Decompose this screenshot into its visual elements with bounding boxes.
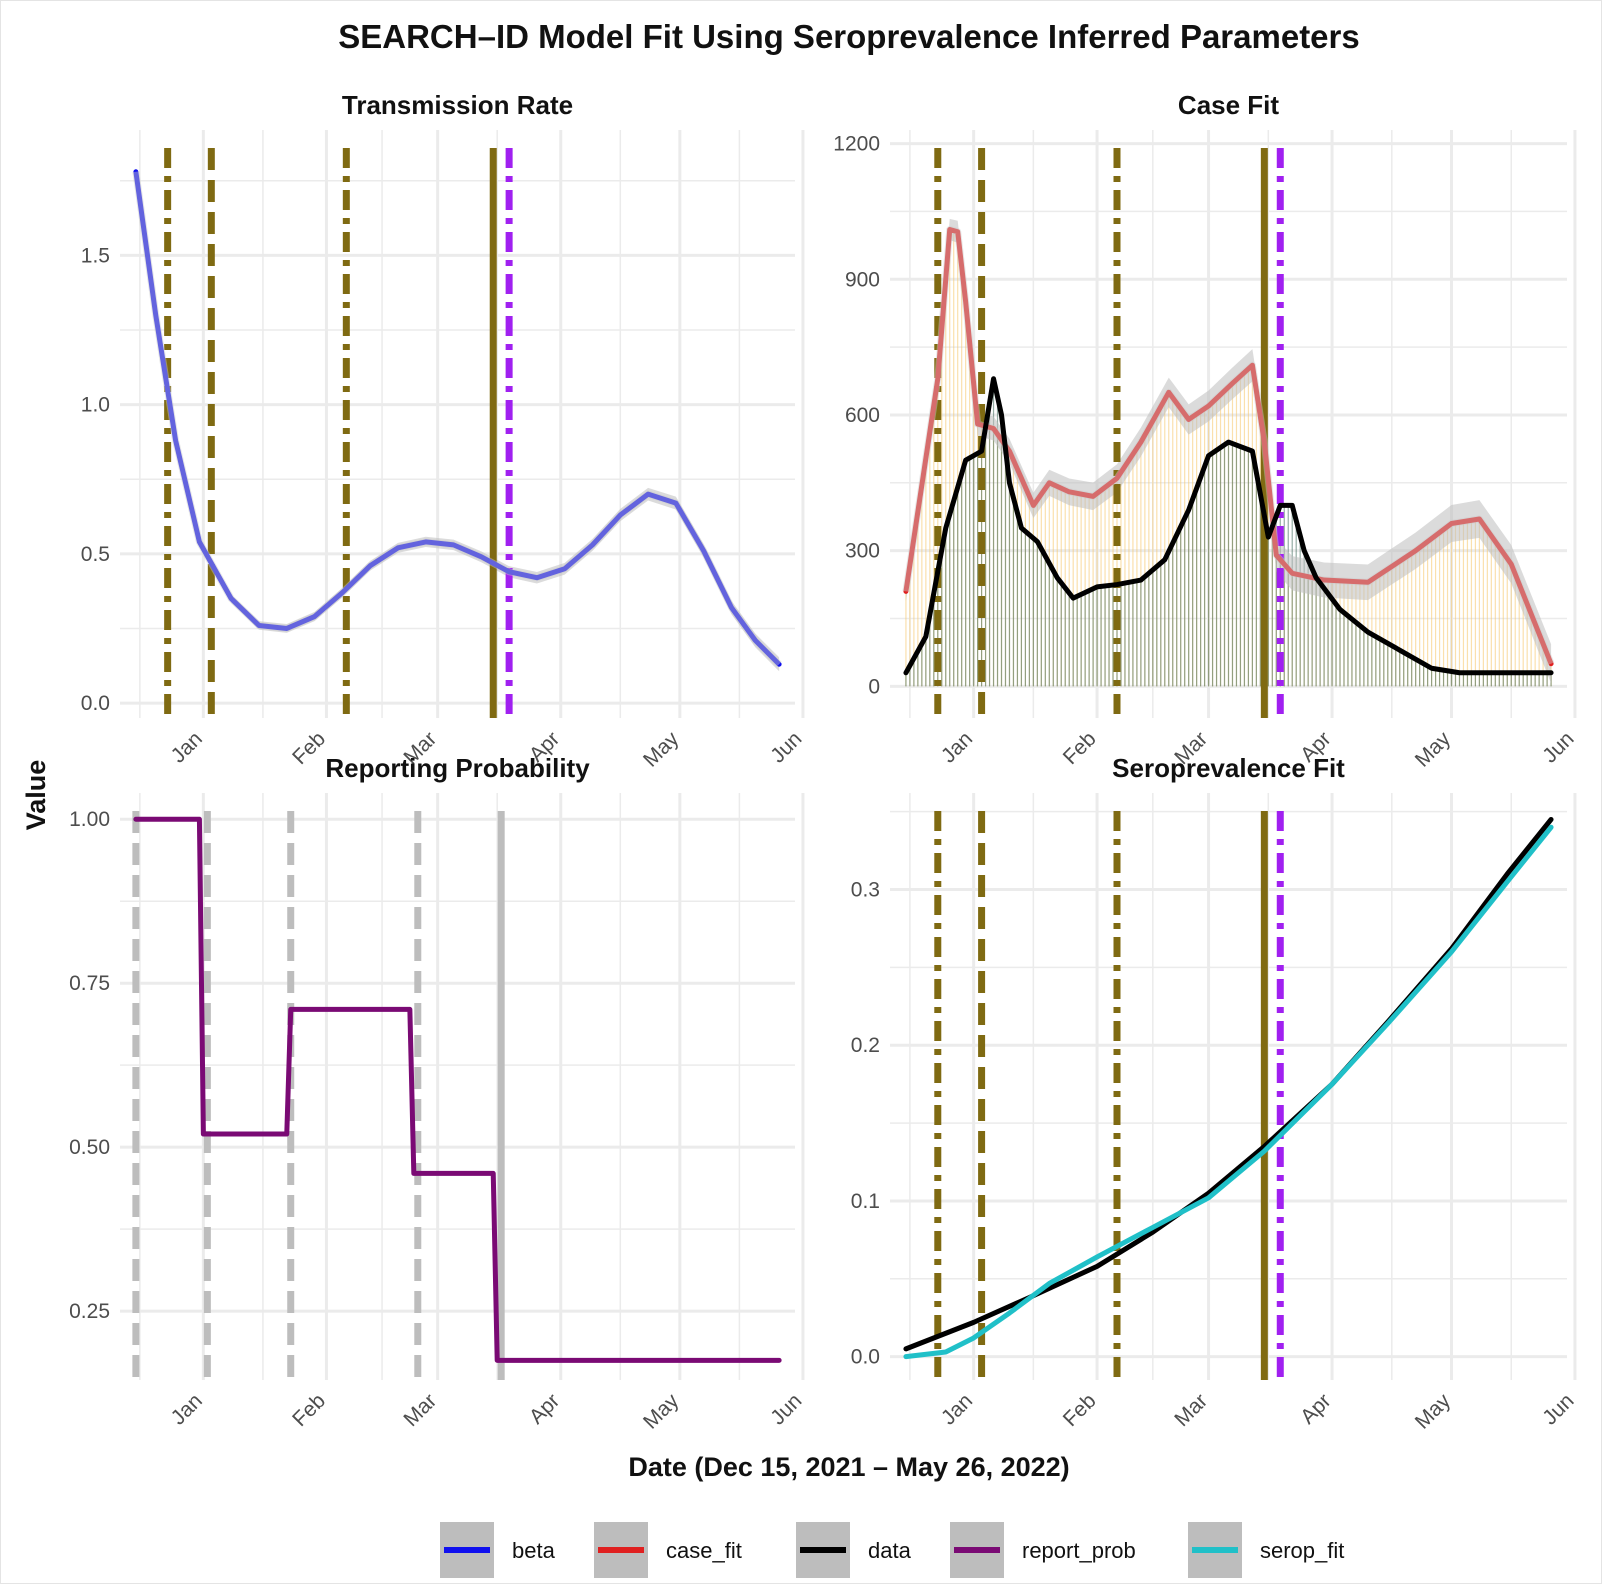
figure-title: SEARCH–ID Model Fit Using Seroprevalence… (338, 18, 1360, 55)
x-tick-label: May (1411, 1389, 1456, 1434)
x-tick-label: Mar (1170, 1389, 1212, 1431)
line-case_fit (903, 227, 1554, 667)
x-tick-label: Jan (167, 727, 207, 767)
y-tick-label: 0.1 (851, 1190, 880, 1213)
panel-sf: Seroprevalence Fit 0.0 0.1 0.2 0.3 Jan Feb Mar A… (851, 753, 1579, 1434)
y-tick-label: 0.25 (69, 1300, 110, 1323)
y-tick-label: 0.50 (69, 1136, 110, 1159)
legend-item-case_fit: case_fit (594, 1522, 742, 1578)
y-tick-label: 0.5 (81, 543, 110, 566)
y-tick-label: 0 (868, 675, 880, 698)
x-tick-label: May (1411, 727, 1456, 772)
y-tick-label: 1200 (833, 133, 880, 156)
legend-label: serop_fit (1260, 1538, 1344, 1563)
x-tick-label: May (639, 727, 684, 772)
x-tick-label: Jun (766, 1389, 806, 1429)
legend-label: report_prob (1022, 1538, 1136, 1563)
x-tick-label: Jan (937, 1389, 977, 1429)
panel-title: Transmission Rate (342, 90, 573, 120)
x-tick-label: Jun (766, 727, 806, 767)
x-tick-label: Jan (167, 1389, 207, 1429)
x-axis-label: Date (Dec 15, 2021 – May 26, 2022) (628, 1452, 1069, 1482)
x-tick-label: Jun (1538, 727, 1578, 767)
line-data (903, 816, 1554, 1352)
line-beta (133, 169, 782, 667)
legend-item-report_prob: report_prob (950, 1522, 1136, 1578)
x-tick-label: Jun (1538, 1389, 1578, 1429)
x-tick-label: May (639, 1389, 684, 1434)
x-tick-label: Apr (525, 1389, 564, 1428)
legend-label: beta (512, 1538, 556, 1563)
y-tick-label: 0.0 (851, 1346, 880, 1369)
x-tick-label: Feb (288, 1389, 330, 1431)
legend-item-data: data (796, 1522, 912, 1578)
legend-label: data (868, 1538, 912, 1563)
y-tick-label: 0.3 (851, 879, 880, 902)
y-tick-label: 1.5 (81, 244, 110, 267)
x-tick-label: Apr (1296, 1389, 1335, 1428)
line-report_prob (133, 816, 782, 1363)
y-tick-label: 900 (845, 268, 880, 291)
panel-rp: Reporting Probability 0.25 0.50 0.75 1.00 Jan… (69, 753, 806, 1434)
legend: beta case_fit data report_prob serop_fit (440, 1522, 1344, 1578)
ribbon-overlay-beta (132, 171, 782, 667)
y-tick-label: 1.00 (69, 808, 110, 831)
x-tick-label: Feb (288, 727, 330, 769)
x-tick-label: Jan (937, 727, 977, 767)
x-tick-label: Feb (1059, 1389, 1101, 1431)
line-serop_fit (903, 824, 1554, 1360)
y-tick-label: 1.0 (81, 394, 110, 417)
y-tick-label: 0.0 (81, 692, 110, 715)
x-tick-label: Feb (1059, 727, 1101, 769)
legend-label: case_fit (666, 1538, 742, 1563)
y-axis-label: Value (21, 760, 51, 831)
panel-title: Seroprevalence Fit (1112, 753, 1345, 783)
y-tick-label: 0.2 (851, 1034, 880, 1057)
y-tick-label: 300 (845, 540, 880, 563)
panel-title: Reporting Probability (325, 753, 590, 783)
y-tick-label: 600 (845, 404, 880, 427)
ribbon-overlay-case_fit (902, 226, 1555, 666)
legend-item-beta: beta (440, 1522, 556, 1578)
x-tick-label: Mar (399, 1389, 441, 1431)
y-tick-label: 0.75 (69, 972, 110, 995)
panels: Transmission Rate 0.0 0.5 1.0 1.5 Jan Feb Mar Ap… (69, 90, 1578, 1434)
panel-title: Case Fit (1178, 90, 1279, 120)
line-data (903, 376, 1554, 676)
legend-item-serop_fit: serop_fit (1188, 1522, 1344, 1578)
